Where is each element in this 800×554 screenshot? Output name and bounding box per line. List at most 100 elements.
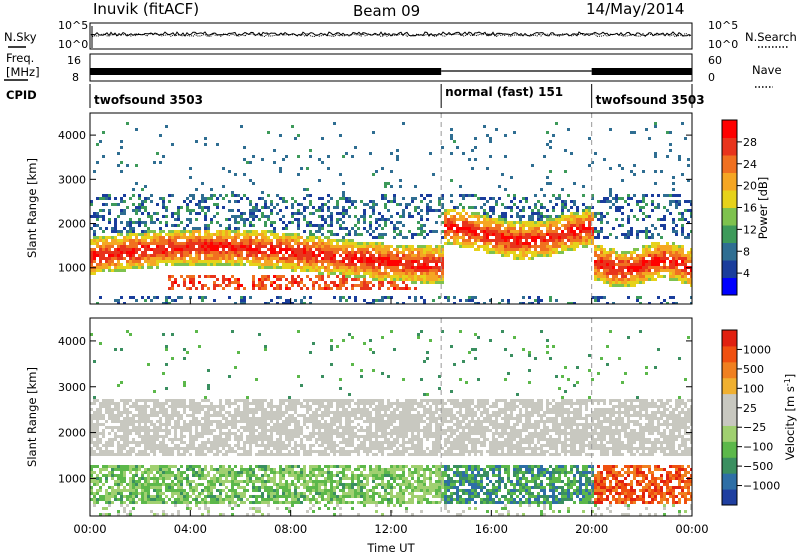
heatmap-cell [156,480,159,483]
heatmap-cell [174,492,177,495]
heatmap-cell [201,399,204,402]
heatmap-cell [144,206,147,209]
heatmap-cell [384,251,387,254]
heatmap-cell [285,233,288,236]
heatmap-cell [306,251,309,254]
heatmap-cell [186,263,189,266]
heatmap-cell [147,489,150,492]
heatmap-cell [501,221,504,224]
heatmap-cell [141,296,144,299]
heatmap-cell [150,260,153,263]
heatmap-cell [432,173,435,176]
heatmap-cell [294,269,297,272]
heatmap-cell [648,230,651,233]
heatmap-cell [321,263,324,266]
heatmap-cell [189,444,192,447]
heatmap-cell [327,236,330,239]
heatmap-cell [231,330,234,333]
heatmap-cell [420,218,423,221]
heatmap-cell [189,278,192,281]
heatmap-cell [102,414,105,417]
heatmap-cell [144,299,147,302]
heatmap-cell [495,248,498,251]
heatmap-cell [117,269,120,272]
heatmap-cell [150,236,153,239]
heatmap-cell [105,236,108,239]
heatmap-cell [582,224,585,227]
heatmap-cell [672,227,675,230]
heatmap-cell [258,260,261,263]
heatmap-cell [213,263,216,266]
heatmap-cell [210,188,213,191]
heatmap-cell [126,263,129,266]
heatmap-cell [465,233,468,236]
heatmap-cell [183,248,186,251]
heatmap-cell [243,447,246,450]
heatmap-cell [204,296,207,299]
heatmap-cell [246,435,249,438]
heatmap-cell [117,510,120,513]
heatmap-cell [387,281,390,284]
heatmap-cell [537,230,540,233]
heatmap-cell [258,257,261,260]
heatmap-cell [117,426,120,429]
heatmap-cell [630,281,633,284]
heatmap-cell [189,257,192,260]
heatmap-cell [384,263,387,266]
heatmap-cell [321,266,324,269]
heatmap-cell [627,278,630,281]
heatmap-cell [99,471,102,474]
heatmap-cell [411,233,414,236]
heatmap-cell [174,402,177,405]
heatmap-cell [447,221,450,224]
heatmap-cell [99,417,102,420]
heatmap-cell [99,254,102,257]
heatmap-cell [237,242,240,245]
heatmap-cell [111,242,114,245]
heatmap-cell [540,218,543,221]
heatmap-cell [393,269,396,272]
heatmap-cell [564,203,567,206]
heatmap-cell [333,260,336,263]
heatmap-cell [249,296,252,299]
heatmap-cell [285,239,288,242]
heatmap-cell [663,218,666,221]
heatmap-cell [246,218,249,221]
heatmap-cell [210,194,213,197]
heatmap-cell [675,251,678,254]
heatmap-cell [657,263,660,266]
heatmap-cell [324,260,327,263]
heatmap-cell [153,495,156,498]
heatmap-cell [120,140,123,143]
heatmap-cell [261,278,264,281]
heatmap-cell [672,245,675,248]
heatmap-cell [150,441,153,444]
heatmap-cell [585,212,588,215]
heatmap-cell [345,275,348,278]
heatmap-cell [135,489,138,492]
heatmap-cell [507,194,510,197]
heatmap-cell [126,495,129,498]
heatmap-cell [435,230,438,233]
heatmap-cell [444,230,447,233]
heatmap-cell [117,447,120,450]
heatmap-cell [414,248,417,251]
heatmap-cell [537,254,540,257]
heatmap-cell [138,257,141,260]
heatmap-cell [123,435,126,438]
heatmap-cell [588,137,591,140]
heatmap-cell [189,260,192,263]
heatmap-cell [267,260,270,263]
heatmap-cell [117,474,120,477]
heatmap-cell [171,513,174,516]
heatmap-cell [186,248,189,251]
heatmap-cell [123,209,126,212]
heatmap-cell [435,278,438,281]
heatmap-cell [294,251,297,254]
heatmap-cell [582,242,585,245]
heatmap-cell [132,465,135,468]
heatmap-cell [159,474,162,477]
heatmap-cell [186,477,189,480]
heatmap-cell [669,251,672,254]
heatmap-cell [186,426,189,429]
